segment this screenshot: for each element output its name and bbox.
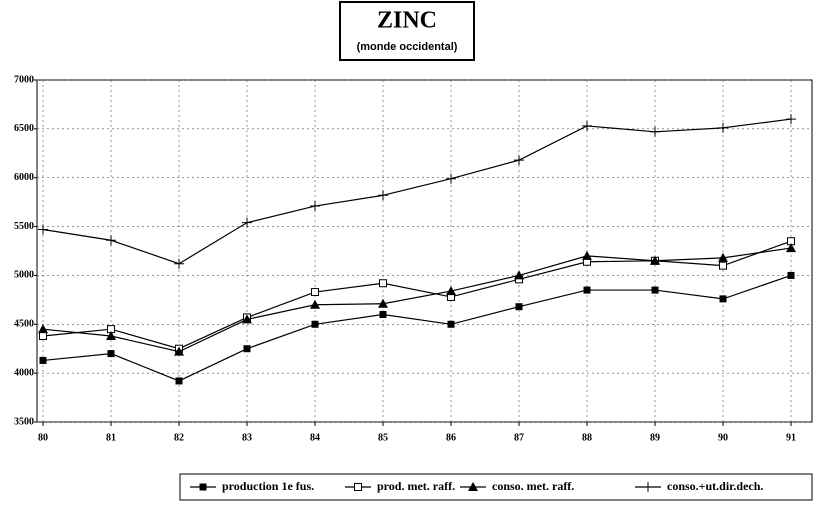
x-tick-label: 84 bbox=[310, 432, 320, 443]
legend-box bbox=[179, 473, 813, 501]
marker bbox=[39, 356, 47, 364]
legend-label: conso. met. raff. bbox=[492, 479, 574, 493]
marker bbox=[379, 279, 387, 288]
marker bbox=[175, 377, 183, 385]
marker bbox=[379, 311, 387, 319]
marker bbox=[719, 261, 727, 270]
marker bbox=[354, 483, 362, 491]
marker bbox=[582, 120, 592, 131]
x-tick-label: 80 bbox=[38, 432, 48, 443]
marker bbox=[310, 201, 320, 212]
y-tick-label: 6000 bbox=[14, 172, 34, 183]
marker bbox=[106, 331, 116, 341]
marker bbox=[242, 314, 252, 324]
marker bbox=[582, 250, 592, 260]
marker bbox=[786, 243, 796, 253]
legend-label: production 1e fus. bbox=[222, 479, 314, 493]
marker bbox=[107, 350, 115, 358]
chart-subtitle: (monde occidental) bbox=[357, 41, 458, 53]
series-line bbox=[42, 274, 792, 382]
x-tick-label: 81 bbox=[106, 432, 116, 443]
x-tick-label: 87 bbox=[514, 432, 524, 443]
x-tick-label: 82 bbox=[174, 432, 184, 443]
title-box bbox=[339, 1, 475, 61]
x-tick-label: 85 bbox=[378, 432, 388, 443]
x-tick-label: 89 bbox=[650, 432, 660, 443]
series-line bbox=[42, 247, 792, 353]
x-tick-label: 90 bbox=[718, 432, 728, 443]
marker bbox=[446, 286, 456, 296]
legend-label: prod. met. raff. bbox=[377, 479, 455, 493]
y-tick-label: 6500 bbox=[14, 123, 34, 134]
y-tick-label: 5000 bbox=[14, 270, 34, 281]
marker bbox=[174, 346, 184, 356]
marker bbox=[514, 155, 524, 166]
marker bbox=[468, 482, 478, 491]
marker bbox=[378, 190, 388, 201]
plot-frame bbox=[36, 79, 813, 423]
y-tick-label: 5500 bbox=[14, 221, 34, 232]
marker bbox=[718, 252, 728, 262]
marker bbox=[787, 271, 795, 279]
marker bbox=[447, 320, 455, 328]
marker bbox=[515, 303, 523, 311]
marker bbox=[378, 298, 388, 308]
marker bbox=[199, 483, 207, 491]
marker bbox=[446, 173, 456, 184]
marker bbox=[38, 324, 48, 334]
legend-label: conso.+ut.dir.dech. bbox=[667, 479, 763, 493]
marker bbox=[38, 224, 48, 235]
marker bbox=[718, 122, 728, 133]
marker bbox=[310, 299, 320, 309]
marker bbox=[242, 217, 252, 228]
x-tick-label: 83 bbox=[242, 432, 252, 443]
marker bbox=[583, 286, 591, 294]
marker bbox=[311, 288, 319, 297]
marker bbox=[174, 258, 184, 269]
marker bbox=[39, 332, 47, 341]
marker bbox=[643, 482, 653, 492]
chart-title: ZINC bbox=[377, 8, 437, 34]
y-tick-label: 4000 bbox=[14, 367, 34, 378]
series-line bbox=[42, 240, 792, 350]
y-tick-label: 7000 bbox=[14, 74, 34, 85]
marker bbox=[651, 286, 659, 294]
marker bbox=[514, 270, 524, 280]
marker bbox=[719, 295, 727, 303]
marker bbox=[786, 114, 796, 125]
marker bbox=[650, 255, 660, 265]
y-tick-label: 3500 bbox=[14, 416, 34, 427]
x-tick-label: 91 bbox=[786, 432, 796, 443]
marker bbox=[243, 345, 251, 353]
x-tick-label: 88 bbox=[582, 432, 592, 443]
series-line bbox=[42, 118, 792, 265]
y-tick-label: 4500 bbox=[14, 319, 34, 330]
marker bbox=[106, 235, 116, 246]
x-tick-label: 86 bbox=[446, 432, 456, 443]
marker bbox=[650, 126, 660, 137]
marker bbox=[311, 320, 319, 328]
